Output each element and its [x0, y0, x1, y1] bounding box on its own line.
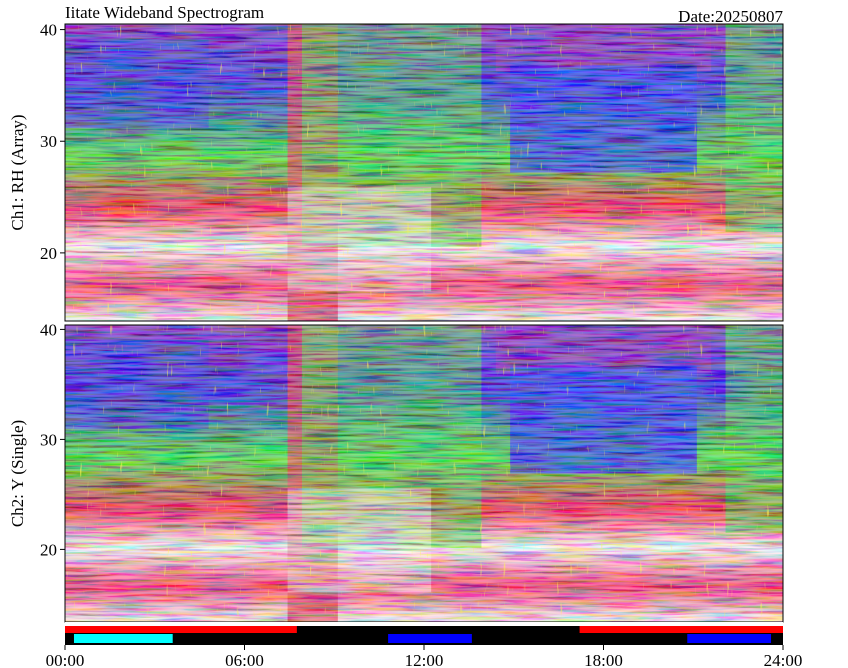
- chart-title: Iitate Wideband Spectrogram: [65, 3, 264, 22]
- spectrogram: [65, 24, 783, 321]
- status-bar: [687, 634, 772, 643]
- status-bar: [388, 634, 472, 643]
- y-tick-label: 30: [40, 430, 57, 449]
- x-tick-label: 24:00: [764, 651, 803, 668]
- x-tick-label: 18:00: [584, 651, 623, 668]
- y-tick-label: 40: [40, 320, 57, 339]
- status-bar: [579, 626, 783, 633]
- spectrogram: [65, 325, 783, 622]
- date-label: Date:20250807: [678, 7, 783, 26]
- y-axis-label: Ch2: Y (Single): [8, 420, 27, 527]
- spectrogram-streaks: [65, 325, 783, 622]
- y-tick-label: 40: [40, 21, 57, 40]
- y-tick-label: 20: [40, 244, 57, 263]
- x-tick-label: 06:00: [225, 651, 264, 668]
- x-tick-label: 00:00: [46, 651, 85, 668]
- x-tick-label: 12:00: [405, 651, 444, 668]
- status-bar: [65, 626, 297, 633]
- status-strip-top: [65, 622, 783, 626]
- y-tick-label: 30: [40, 132, 57, 151]
- status-bar: [73, 634, 173, 643]
- panel-frame: [64, 23, 784, 322]
- y-axis-label: Ch1: RH (Array): [8, 114, 27, 230]
- spectrogram-streaks: [65, 24, 783, 321]
- y-tick-label: 20: [40, 540, 57, 559]
